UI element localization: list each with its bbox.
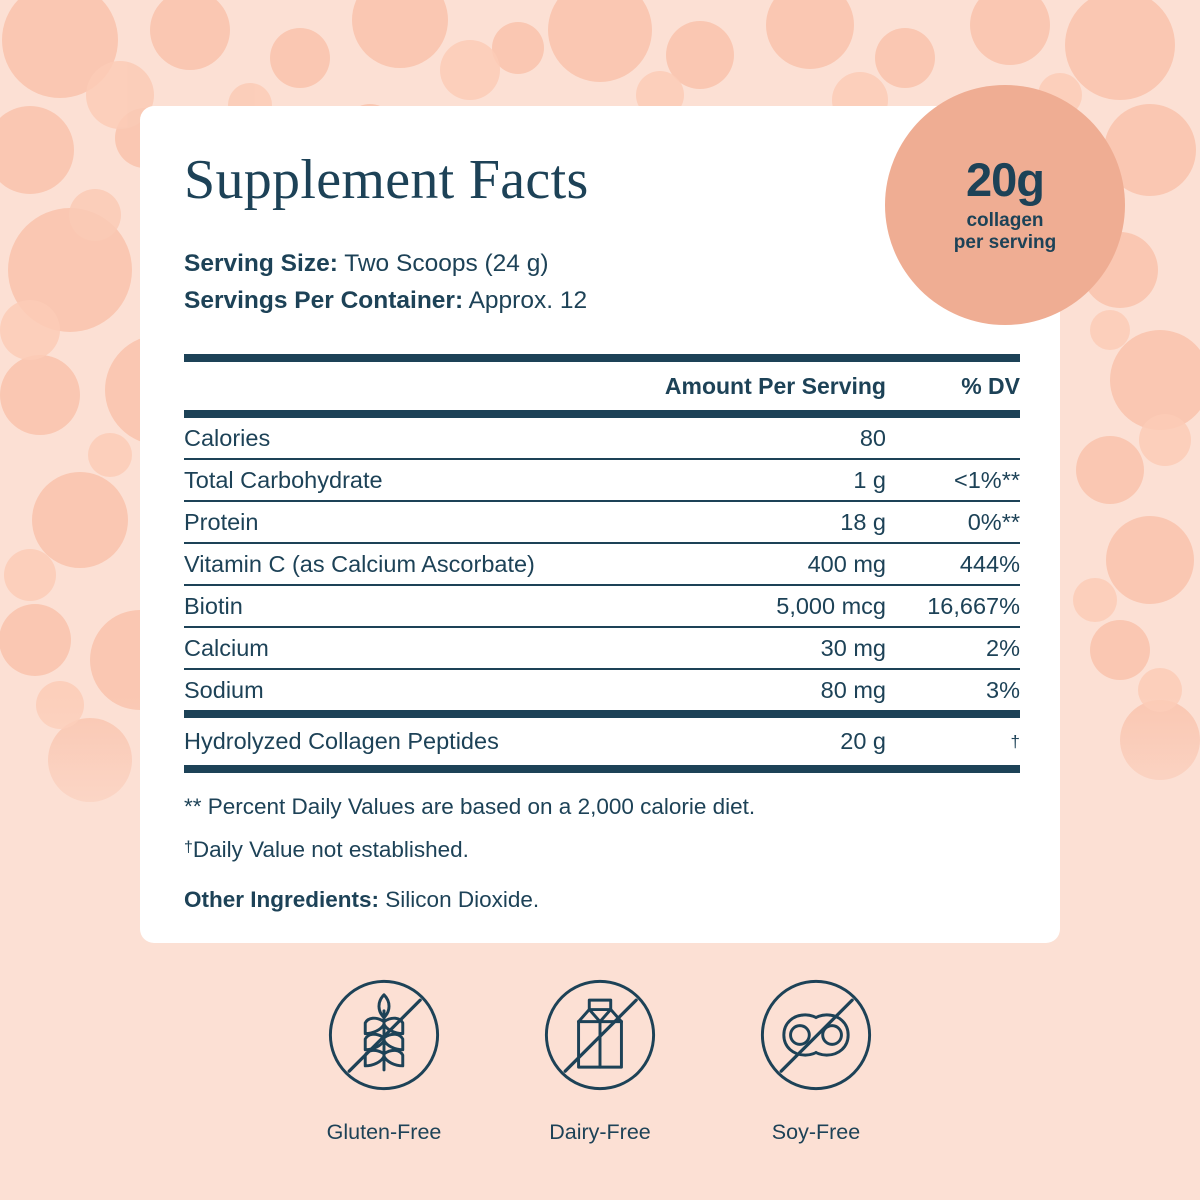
row-divider (184, 500, 1020, 502)
row-amount: 400 mg (807, 550, 886, 577)
table-body: Calories 80 Total Carbohydrate 1 g <1%** Prot… (184, 418, 1020, 710)
page-title: Supplement Facts (184, 149, 589, 211)
servings-per-container-label: Servings Per Container: (184, 287, 464, 315)
row-name: Vitamin C (as Calcium Ascorbate) (184, 550, 535, 577)
table-header-row: Amount Per Serving % DV (184, 362, 1020, 410)
serving-size-line: Serving Size: Two Scoops (24 g) (184, 245, 587, 282)
footnote-percent-dv: ** Percent Daily Values are based on a 2… (184, 794, 756, 819)
table-row: Vitamin C (as Calcium Ascorbate) 400 mg 44… (184, 544, 1020, 584)
row-dv: 3% (986, 676, 1020, 703)
badge-line2: per serving (953, 232, 1057, 253)
nutrition-facts-table: Amount Per Serving % DV Calories 80 Total … (184, 354, 1020, 773)
table-row: Sodium 80 mg 3% (184, 670, 1020, 710)
table-bottom-rule (184, 765, 1020, 773)
claims-row: Gluten-Free Dairy-Free (0, 968, 1200, 1145)
badge-amount: 20g (966, 152, 1045, 206)
claim-dairy-free: Dairy-Free (533, 968, 667, 1145)
row-name: Calories (184, 424, 271, 451)
gluten-free-icon (317, 968, 451, 1102)
claim-label: Soy-Free (771, 1120, 861, 1144)
claim-gluten-free: Gluten-Free (317, 968, 451, 1145)
header-amount-per-serving: Amount Per Serving (664, 372, 886, 399)
table-row: Biotin 5,000 mcg 16,667% (184, 586, 1020, 626)
row-name: Biotin (184, 592, 243, 619)
row-name: Total Carbohydrate (184, 466, 383, 493)
row-amount: 1 g (853, 466, 886, 493)
other-ingredients-label: Other Ingredients: (184, 887, 380, 912)
other-ingredients-value: Silicon Dioxide. (385, 887, 540, 912)
claim-soy-free: Soy-Free (749, 968, 883, 1145)
dagger-marker: † (184, 838, 193, 856)
row-amount: 80 mg (820, 676, 886, 703)
serving-info: Serving Size: Two Scoops (24 g) Servings… (184, 245, 587, 319)
claim-label: Dairy-Free (549, 1120, 651, 1144)
row-dv: 16,667% (927, 592, 1020, 619)
soy-free-icon (749, 968, 883, 1102)
row-name: Calcium (184, 634, 269, 661)
serving-size-value: Two Scoops (24 g) (344, 250, 549, 277)
row-amount: 20 g (840, 728, 886, 754)
row-divider (184, 542, 1020, 544)
table-row-collagen: Hydrolyzed Collagen Peptides 20 g † (184, 718, 1020, 765)
supplement-facts-card: Supplement Facts Serving Size: Two Scoop… (140, 106, 1060, 943)
row-dv: 2% (986, 634, 1020, 661)
collagen-badge: 20g collagen per serving (885, 85, 1125, 325)
row-divider (184, 584, 1020, 586)
row-amount: 18 g (840, 508, 886, 535)
row-name: Protein (184, 508, 259, 535)
table-row: Total Carbohydrate 1 g <1%** (184, 460, 1020, 500)
claim-label: Gluten-Free (326, 1120, 442, 1144)
row-divider (184, 626, 1020, 628)
footnotes: ** Percent Daily Values are based on a 2… (184, 794, 1020, 912)
row-amount: 30 mg (820, 634, 886, 661)
row-dv: 444% (959, 550, 1020, 577)
other-ingredients: Other Ingredients: Silicon Dioxide. (184, 887, 1020, 912)
servings-per-container-line: Servings Per Container: Approx. 12 (184, 282, 587, 319)
table-row: Calcium 30 mg 2% (184, 628, 1020, 668)
serving-size-label: Serving Size: (184, 250, 338, 277)
table-header-rule (184, 410, 1020, 418)
table-row: Calories 80 (184, 418, 1020, 458)
row-dv: † (1010, 731, 1020, 751)
row-name: Hydrolyzed Collagen Peptides (184, 728, 499, 754)
header-percent-dv: % DV (961, 372, 1020, 399)
row-divider (184, 458, 1020, 460)
servings-per-container-value: Approx. 12 (468, 287, 588, 315)
row-amount: 5,000 mcg (776, 592, 886, 619)
row-dv: 0%** (967, 508, 1020, 535)
row-amount: 80 (859, 424, 886, 451)
row-divider (184, 668, 1020, 670)
dagger-text: Daily Value not established. (192, 836, 469, 862)
dairy-free-icon (533, 968, 667, 1102)
highlight-row-top-rule (184, 710, 1020, 718)
badge-line1: collagen (966, 209, 1044, 231)
row-dv: <1%** (954, 466, 1020, 493)
footnote-dagger: †Daily Value not established. (184, 836, 1020, 862)
table-row: Protein 18 g 0%** (184, 502, 1020, 542)
row-name: Sodium (184, 676, 264, 703)
table-top-rule (184, 354, 1020, 362)
